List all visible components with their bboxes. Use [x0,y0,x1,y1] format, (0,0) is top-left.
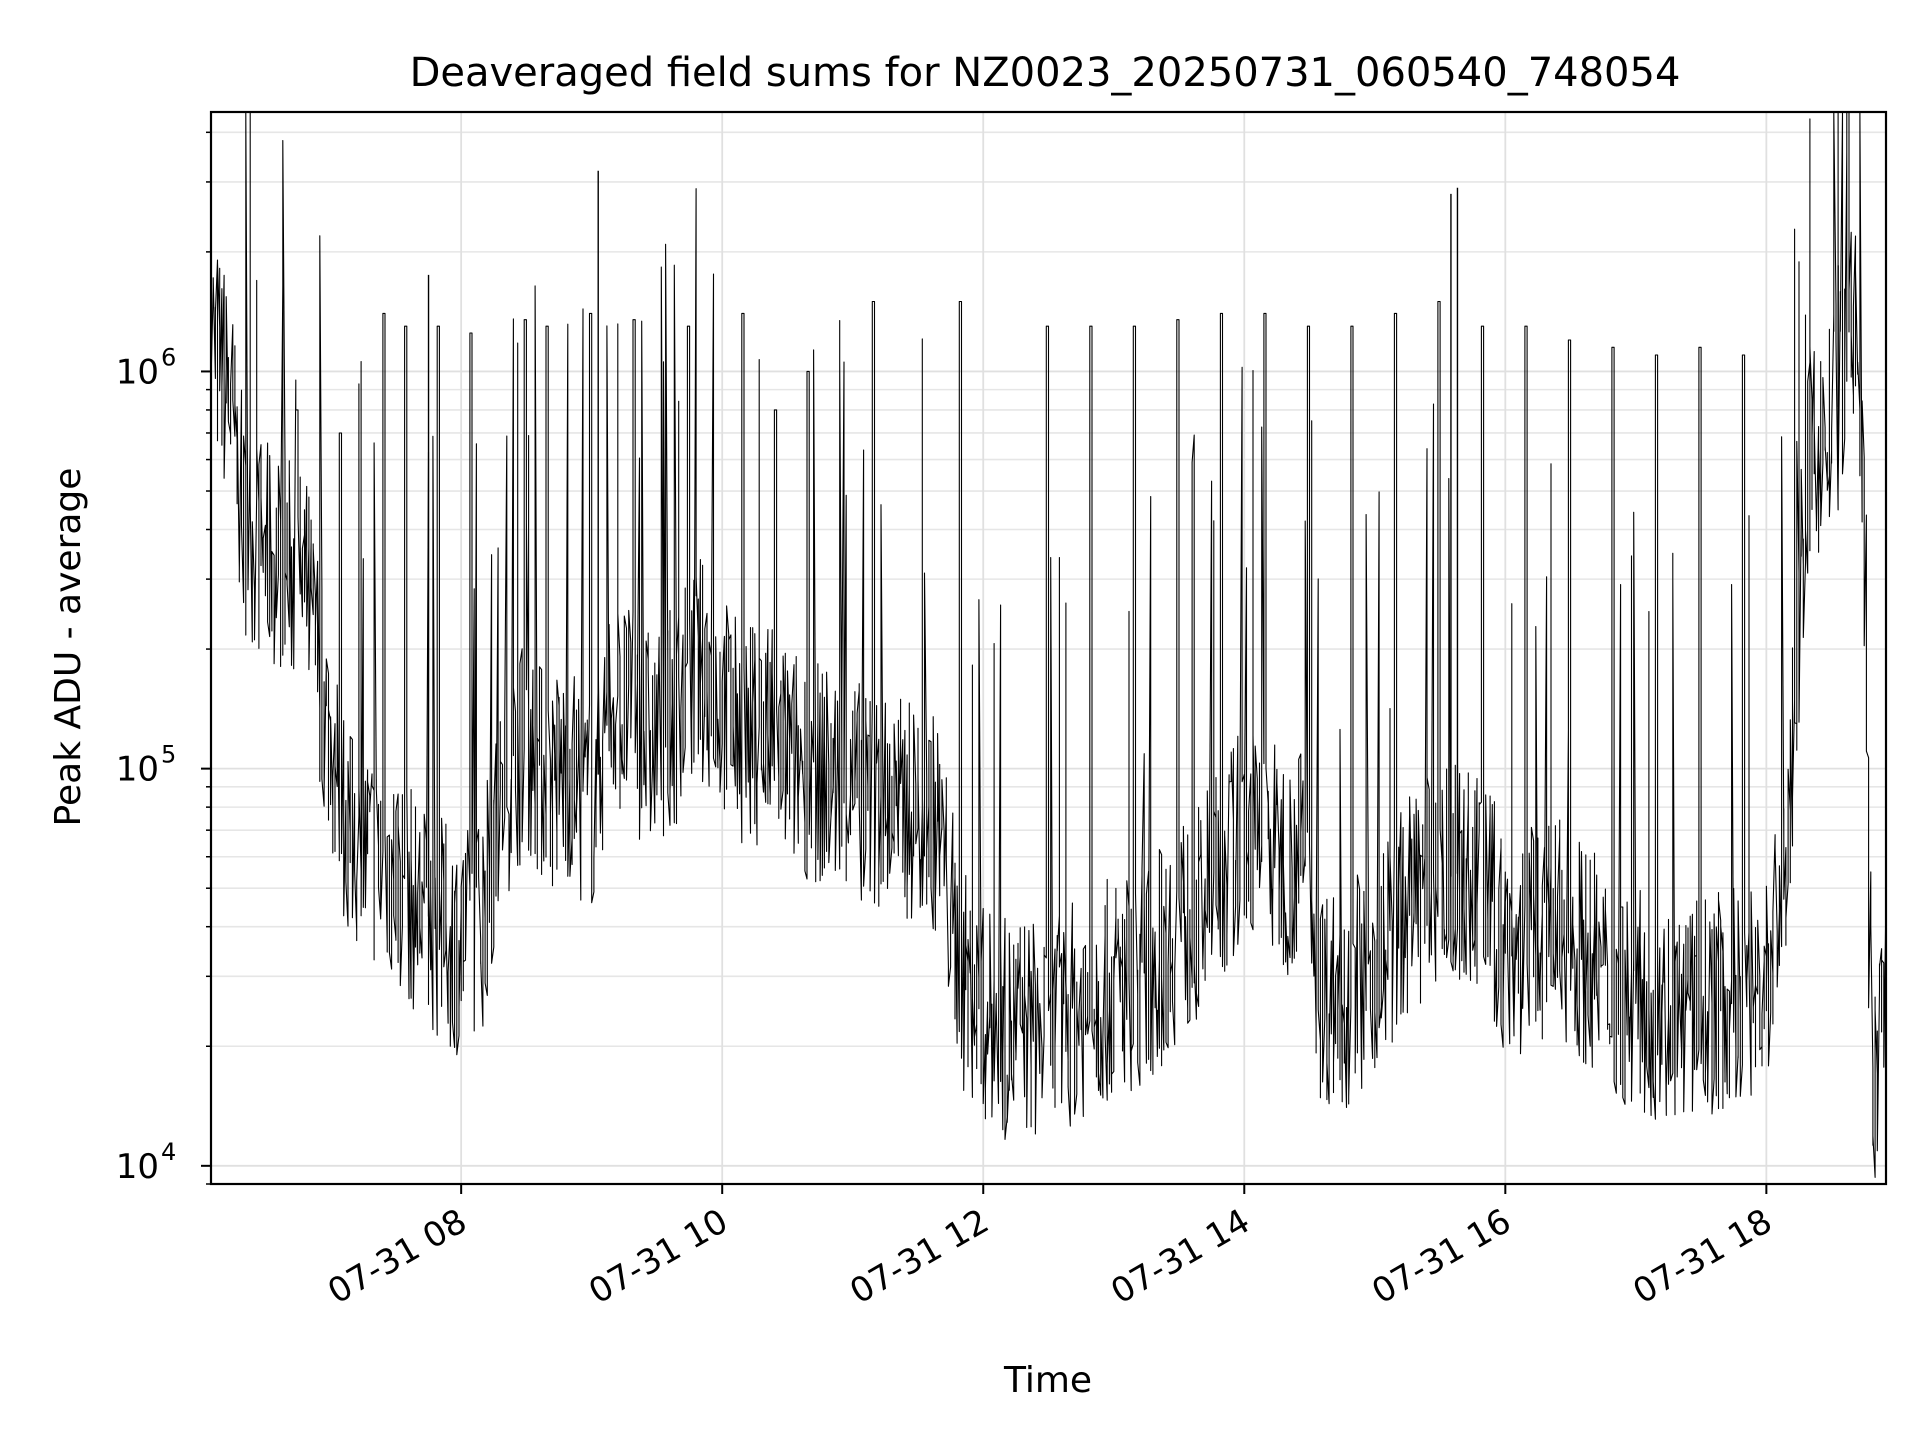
y-axis-label: Peak ADU - average [48,468,89,827]
y-tick-exponent: 6 [161,343,176,371]
chart-title: Deaveraged field sums for NZ0023_2025073… [410,50,1681,96]
y-tick-label: 10 [116,352,159,392]
x-axis-label: Time [1003,1360,1092,1401]
series-line [210,111,1887,1178]
y-tick-label: 10 [116,1147,159,1187]
plot-frame [209,110,1888,1186]
y-tick-label: 10 [116,750,159,790]
y-tick-exponent: 5 [161,741,176,769]
series-layer [210,111,1887,1178]
y-tick-exponent: 4 [161,1138,176,1166]
